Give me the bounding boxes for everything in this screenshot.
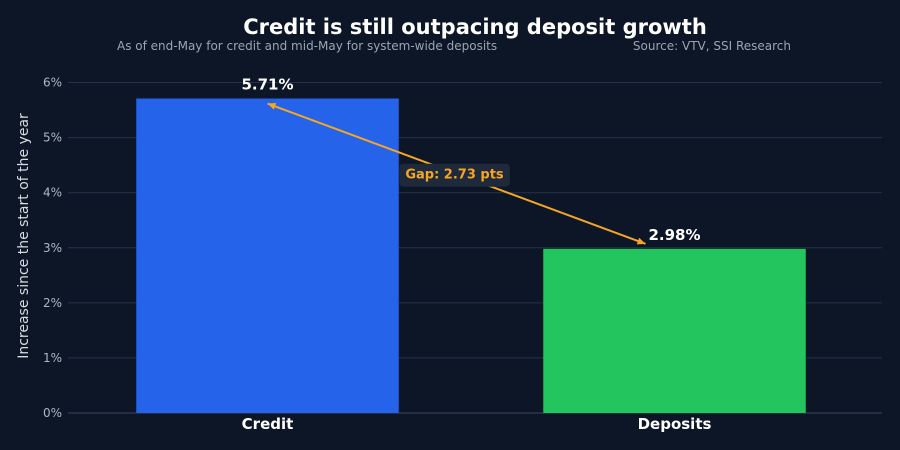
value-label-credit: 5.71% bbox=[241, 76, 293, 94]
y-tick-label: 2% bbox=[43, 296, 62, 310]
y-axis-ticks: 0% 1% 2% 3% 4% 5% 6% bbox=[43, 76, 62, 420]
bar-deposits bbox=[543, 248, 806, 413]
category-label-credit: Credit bbox=[242, 415, 294, 433]
bar-credit bbox=[136, 98, 399, 413]
gap-arrow-head-end bbox=[636, 237, 646, 245]
chart-title: Credit is still outpacing deposit growth bbox=[243, 15, 707, 39]
value-label-deposits: 2.98% bbox=[648, 226, 700, 244]
y-tick-label: 6% bbox=[43, 76, 62, 90]
gap-arrow-head-start bbox=[267, 103, 277, 110]
gap-label: Gap: 2.73 pts bbox=[405, 168, 504, 183]
y-tick-label: 4% bbox=[43, 186, 62, 200]
gap-label-box bbox=[399, 163, 510, 187]
gap-annotation: Gap: 2.73 pts bbox=[267, 102, 646, 245]
category-label-deposits: Deposits bbox=[638, 415, 712, 433]
y-tick-label: 0% bbox=[43, 406, 62, 420]
y-tick-label: 1% bbox=[43, 351, 62, 365]
chart-source: Source: VTV, SSI Research bbox=[633, 39, 791, 53]
bar-labels: 5.71% Credit 2.98% Deposits bbox=[241, 76, 711, 433]
bars bbox=[136, 98, 806, 413]
chart-subtitle: As of end-May for credit and mid-May for… bbox=[117, 39, 497, 53]
y-tick-label: 5% bbox=[43, 131, 62, 145]
y-axis-label: Increase since the start of the year bbox=[16, 113, 32, 359]
y-tick-label: 3% bbox=[43, 241, 62, 255]
